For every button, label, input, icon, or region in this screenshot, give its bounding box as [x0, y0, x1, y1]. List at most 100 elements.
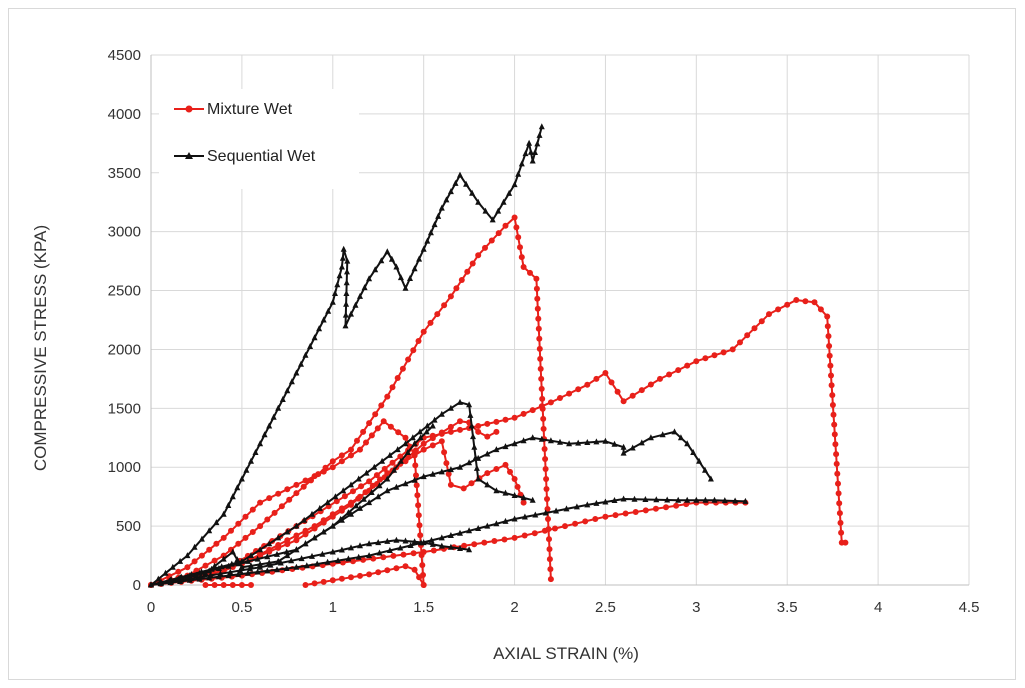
data-point: [620, 398, 627, 405]
data-point: [380, 554, 387, 561]
data-point: [825, 333, 832, 340]
data-point: [653, 496, 660, 503]
data-point: [184, 564, 191, 571]
data-point: [397, 453, 404, 460]
data-point: [284, 552, 291, 559]
data-point: [511, 440, 518, 447]
data-point: [429, 435, 436, 442]
data-point: [411, 538, 418, 545]
data-point: [284, 541, 291, 548]
data-point: [355, 553, 362, 560]
data-point: [732, 497, 739, 504]
data-point: [464, 268, 471, 275]
data-point: [266, 540, 273, 547]
data-point: [270, 413, 277, 420]
data-point: [532, 511, 539, 518]
data-point: [438, 468, 445, 475]
data-point: [400, 551, 407, 558]
x-tick-label: 0: [147, 599, 155, 616]
data-point: [566, 390, 573, 397]
data-point: [593, 375, 600, 382]
data-point: [511, 492, 518, 498]
data-point: [511, 515, 518, 522]
data-point: [529, 434, 536, 441]
data-point: [337, 515, 344, 522]
y-tick-label: 4500: [108, 47, 141, 64]
data-point: [431, 221, 438, 228]
data-point: [537, 355, 544, 362]
data-point: [511, 181, 518, 188]
data-point: [198, 535, 205, 542]
data-point: [427, 229, 434, 236]
data-point: [275, 544, 282, 551]
data-point: [348, 510, 354, 517]
data-point: [378, 257, 385, 264]
data-point: [471, 541, 478, 548]
series-mixture-8: [302, 563, 427, 588]
data-point: [693, 496, 700, 503]
data-point: [475, 428, 482, 435]
data-point: [438, 204, 445, 211]
data-point: [663, 504, 669, 511]
data-point: [411, 476, 418, 483]
data-point: [175, 568, 182, 575]
data-point: [438, 410, 445, 417]
data-point: [193, 571, 200, 578]
data-point: [384, 567, 391, 574]
data-point: [264, 516, 271, 523]
data-point: [369, 482, 376, 489]
data-point: [515, 170, 522, 177]
data-point: [320, 468, 327, 475]
data-point: [329, 577, 336, 584]
data-point: [184, 573, 191, 580]
data-point: [657, 375, 663, 382]
data-point: [416, 255, 423, 262]
data-point: [252, 449, 259, 455]
data-point: [371, 463, 378, 470]
series-sequential-14: [148, 422, 436, 588]
data-point: [257, 499, 264, 506]
y-tick-labels: 0 500 1000 1500 2000 2500 3000 3500 4000 4500: [108, 47, 141, 594]
data-point: [542, 456, 549, 462]
data-point: [220, 582, 227, 588]
data-point: [811, 299, 818, 306]
data-point: [817, 306, 824, 313]
data-point: [775, 306, 782, 313]
data-point: [684, 362, 691, 369]
data-point: [430, 547, 437, 554]
data-point: [541, 446, 548, 452]
data-point: [399, 365, 406, 372]
data-point: [611, 497, 618, 503]
data-point: [311, 334, 318, 341]
data-point: [363, 439, 369, 446]
data-point: [384, 537, 391, 544]
data-point: [835, 490, 842, 497]
data-point: [332, 290, 338, 296]
data-point: [690, 449, 697, 455]
data-point: [575, 386, 582, 393]
data-point: [229, 582, 236, 588]
data-point: [417, 434, 424, 441]
y-tick-label: 3000: [108, 224, 141, 241]
data-point: [457, 529, 463, 536]
data-point: [338, 507, 345, 514]
series-mixture-2: [148, 297, 849, 588]
data-point: [388, 255, 395, 262]
data-point: [557, 438, 563, 445]
data-point: [592, 516, 599, 522]
data-point: [368, 489, 375, 495]
data-point: [334, 281, 341, 288]
x-tick-label: 3: [692, 599, 700, 616]
data-point: [642, 507, 649, 514]
data-point: [566, 440, 573, 447]
data-point: [475, 423, 482, 429]
data-point: [348, 501, 354, 508]
data-point: [534, 305, 541, 312]
data-point: [202, 562, 209, 569]
data-point: [831, 421, 838, 428]
data-point: [314, 560, 321, 567]
data-point: [518, 160, 525, 167]
data-point: [274, 550, 280, 557]
data-point: [463, 180, 470, 187]
data-point: [424, 422, 431, 429]
